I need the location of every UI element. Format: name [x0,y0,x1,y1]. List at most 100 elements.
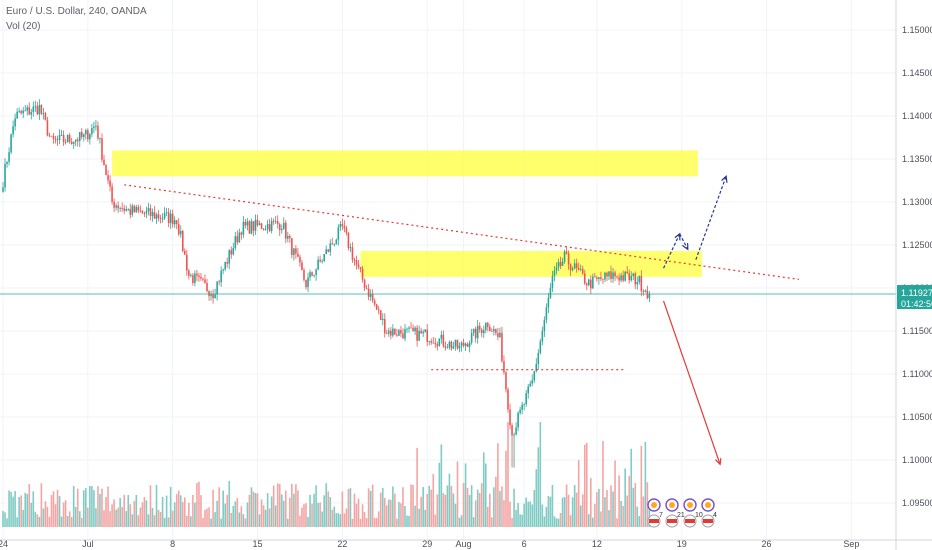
event-icon-4[interactable]: 4 [701,498,717,528]
candle-body [418,330,420,341]
candle-body [495,328,497,334]
volume-bar [238,512,241,527]
volume-bar [543,516,546,527]
flag-stripe [685,519,695,523]
candle-body [616,276,618,278]
candle-body [202,278,204,280]
volume-bar [628,475,630,527]
candle-body [20,111,22,114]
volume-bar [590,478,592,527]
volume-bar [256,493,259,527]
volume-bar [299,515,301,527]
candle-body [363,279,366,289]
candle-body [466,343,469,347]
event-icon-2[interactable]: 21 [665,498,685,528]
volume-bar [579,505,582,527]
candle-body [638,276,641,283]
candle-body [592,276,594,289]
candle-body [602,278,604,280]
candle-body [137,207,140,211]
candle-body [396,334,398,336]
candle-body [464,343,467,346]
volume-bar [331,509,334,527]
candle-body [167,212,170,224]
volume-bar [24,492,27,527]
candle-body [327,249,330,252]
bullish-arrow [695,176,726,260]
candle-body [454,339,457,347]
volume-bar [638,516,641,527]
volume-bar [76,488,79,527]
volume-bar [517,502,519,527]
candle-body [527,386,529,394]
candles [2,99,651,468]
candle-body [301,262,303,271]
candle-body [460,342,463,346]
candle-body [579,268,582,270]
candle-body [80,132,83,137]
candle-body [175,220,178,224]
volume-bar [262,505,265,527]
candle-body [143,212,146,214]
candle-body [252,221,255,231]
event-dot [687,502,693,508]
candle-body [549,287,552,298]
volume-bar [450,485,453,527]
volume-bar [501,486,503,527]
volume-bar [214,512,216,527]
volume-bar [196,483,198,527]
supply-zone [360,251,702,277]
volume-bar [228,481,231,527]
candle-body [535,364,538,372]
candle-body [347,232,350,249]
candle-body [404,329,406,339]
candle-body [557,261,560,268]
supply-zone [112,150,698,177]
candle-body [446,347,449,349]
candle-body [262,228,265,230]
volume-bar [462,483,465,527]
candle-body [482,330,485,334]
volume-bar [89,485,91,527]
volume-bar [109,511,111,527]
volume-bar [272,485,275,527]
volume-bar [612,491,614,527]
candle-body [386,333,388,335]
volume-bar [444,494,447,527]
volume-bar [557,518,560,527]
y-tick-label: 1.10000 [902,455,932,465]
volume-bar [230,512,233,527]
volume-bar [476,489,479,527]
event-icons[interactable]: 7 21 10 4 [647,498,717,528]
candle-body [184,251,186,255]
volume-bar [40,483,43,527]
volume-bar [200,495,202,527]
volume-bar [426,494,428,527]
candle-body [515,427,517,435]
volume-bar [155,484,158,527]
volume-bar [123,494,125,527]
candle-body [224,262,226,270]
volume-bar [474,500,477,527]
legend: Euro / U.S. Dollar, 240, OANDA Vol (20) [6,4,147,34]
candle-body [58,135,61,140]
candle-body [571,268,574,271]
candle-body [194,273,196,283]
event-icon-3[interactable]: 10 [683,498,703,528]
candle-body [204,279,206,283]
volume-bar [135,494,138,527]
event-icon-1[interactable]: 7 [647,498,663,528]
volume-bar [533,489,536,527]
volume-bar [12,496,14,527]
volume-bar [258,514,261,527]
candle-body [50,135,53,137]
x-tick-label: 24 [0,539,8,549]
volume-bar [458,517,461,527]
volume-bar [242,514,245,527]
candle-body [513,434,515,436]
volume-bar [361,504,364,527]
x-tick-label: 8 [170,539,175,549]
volume-bar [99,493,101,527]
volume-bar [404,506,406,527]
